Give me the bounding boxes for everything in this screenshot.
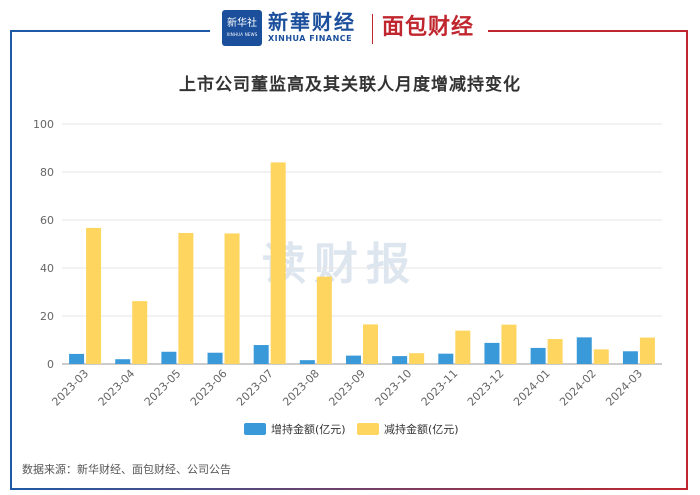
x-tick-label: 2023-05 (142, 367, 184, 409)
bar-increase (253, 345, 269, 364)
x-tick-label: 2023-08 (280, 367, 322, 409)
x-tick-label: 2023-09 (326, 367, 368, 409)
x-tick-label: 2023-10 (373, 367, 415, 409)
bar-decrease (224, 233, 240, 364)
xinhua-logo-text: 新华社 (227, 18, 257, 29)
bar-decrease (178, 232, 194, 364)
xinhua-finance-cn: 新華财经 (268, 10, 356, 34)
x-tick-label: 2023-12 (465, 367, 507, 409)
frame-bottom (10, 488, 688, 490)
x-tick-label: 2024-03 (603, 367, 645, 409)
chart-title: 上市公司董监高及其关联人月度增减持变化 (179, 75, 521, 95)
bar-decrease (547, 339, 563, 364)
y-tick-label: 60 (40, 214, 54, 227)
bar-increase (346, 355, 361, 364)
bar-increase (484, 342, 500, 364)
bar-decrease (501, 324, 517, 364)
logo-divider (372, 14, 373, 44)
x-tick-label: 2024-02 (557, 367, 599, 409)
bar-increase (392, 356, 408, 364)
xinhua-finance-logo: 新華财经 XINHUA FINANCE (268, 10, 356, 44)
bar-decrease (363, 324, 378, 364)
bar-decrease (409, 353, 425, 364)
bar-decrease (593, 349, 609, 364)
frame-right (686, 30, 688, 490)
frame-top-left (10, 30, 210, 32)
bar-decrease (316, 276, 332, 364)
bar-decrease (639, 337, 655, 364)
y-tick-label: 80 (40, 166, 54, 179)
bar-increase (299, 360, 315, 364)
frame-left (10, 30, 12, 490)
bar-increase (69, 353, 85, 364)
bar-increase (576, 337, 592, 364)
legend-swatch (357, 423, 379, 435)
bar-decrease (270, 162, 286, 364)
bar-increase (438, 353, 454, 364)
y-tick-label: 0 (47, 358, 54, 371)
frame-top-right (488, 30, 688, 32)
watermark: 读财报 (262, 239, 418, 290)
bar-decrease (455, 330, 471, 364)
header-logos: 新华社 XINHUA NEWS 新華财经 XINHUA FINANCE 面包财经 (222, 8, 482, 48)
bar-decrease (86, 227, 102, 364)
x-tick-label: 2023-04 (96, 367, 138, 409)
bar-decrease (132, 301, 148, 364)
legend-label: 减持金额(亿元) (384, 422, 459, 436)
x-tick-label: 2023-03 (50, 367, 92, 409)
y-tick-label: 20 (40, 310, 54, 323)
x-tick-label: 2023-06 (188, 367, 230, 409)
x-tick-label: 2023-11 (419, 367, 461, 409)
xinhua-finance-en: XINHUA FINANCE (268, 34, 353, 43)
xinhua-logo-en: XINHUA NEWS (226, 32, 258, 37)
x-tick-label: 2024-01 (511, 367, 553, 409)
xinhua-logo: 新华社 XINHUA NEWS (222, 10, 262, 46)
legend-label: 增持金额(亿元) (271, 422, 346, 436)
bar-increase (622, 351, 638, 364)
bar-increase (207, 352, 223, 364)
bar-increase (115, 359, 131, 364)
source-note: 数据来源：新华财经、面包财经、公司公告 (22, 463, 231, 476)
x-tick-label: 2023-07 (234, 367, 276, 409)
mianbao-finance-logo: 面包财经 (382, 15, 475, 40)
legend-swatch (244, 423, 266, 435)
y-tick-label: 40 (40, 262, 54, 275)
bar-increase (161, 351, 177, 364)
y-tick-label: 100 (33, 118, 54, 131)
bar-increase (530, 347, 546, 364)
